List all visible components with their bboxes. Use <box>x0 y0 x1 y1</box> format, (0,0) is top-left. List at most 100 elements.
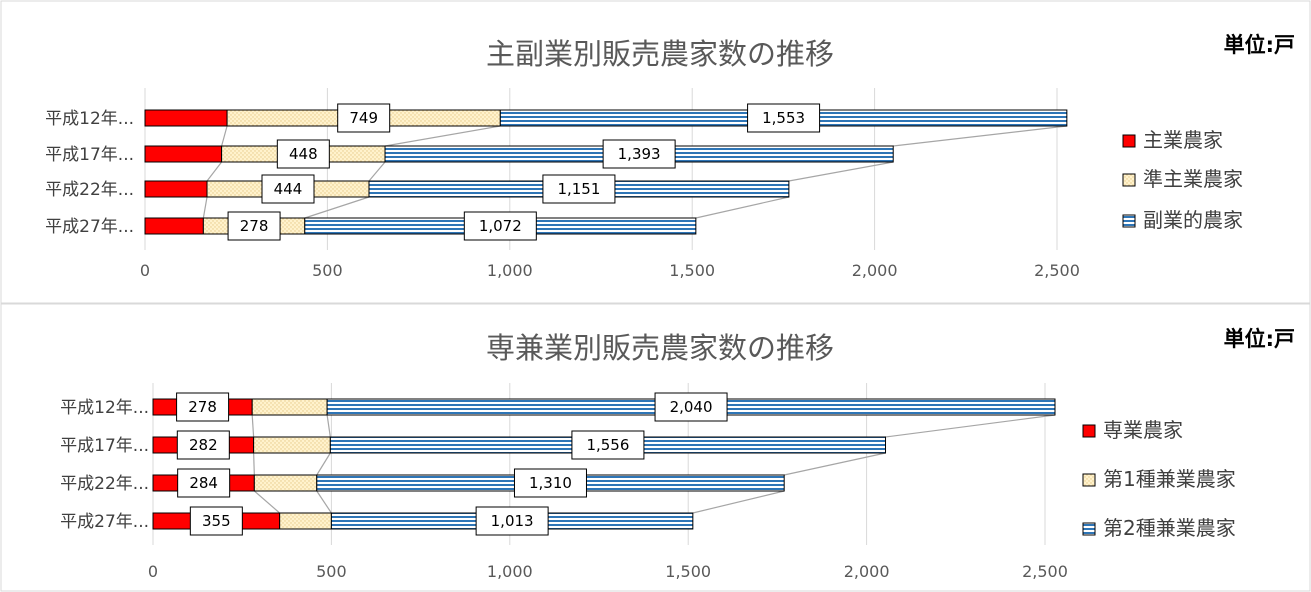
legend-label: 専業農家 <box>1103 418 1183 442</box>
data-label-text: 278 <box>188 398 217 416</box>
data-label-text: 355 <box>202 512 231 530</box>
x-tick-label: 1,000 <box>487 562 533 581</box>
bar-segment <box>144 109 228 127</box>
series-line <box>885 414 1056 438</box>
series-line <box>206 161 223 182</box>
data-label-text: 1,556 <box>586 436 629 454</box>
data-label-text: 278 <box>240 217 269 235</box>
legend-item: 副業的農家 <box>1122 208 1243 232</box>
category-label: 平成12年... <box>60 398 149 418</box>
x-tick-label: 500 <box>312 261 343 280</box>
x-tick-label: 2,000 <box>852 261 898 280</box>
data-label: 1,310 <box>513 468 587 498</box>
chart-panel-main-sub: 主副業別販売農家数の推移 単位:戸 平成12年... 平成17年... 平成22年.… <box>0 0 1311 304</box>
data-label: 1,393 <box>602 139 676 169</box>
x-tick-label: 2,000 <box>844 562 890 581</box>
data-label-box <box>337 103 391 133</box>
data-label: 2,040 <box>654 392 728 422</box>
data-label-text: 282 <box>189 436 218 454</box>
legend-swatch <box>1082 424 1096 438</box>
data-label-box <box>261 174 315 204</box>
series-line <box>316 452 331 476</box>
data-label-box <box>276 139 330 169</box>
data-label: 444 <box>261 174 315 204</box>
data-label-box <box>227 211 281 241</box>
x-tick-label: 0 <box>148 562 158 581</box>
data-label: 1,072 <box>463 211 537 241</box>
data-label-text: 284 <box>189 474 218 492</box>
data-label: 1,553 <box>747 103 821 133</box>
series-line <box>384 125 501 147</box>
bar-segment <box>251 398 328 416</box>
data-label-box <box>463 211 537 241</box>
bar-segment <box>144 145 223 163</box>
x-tick-label: 0 <box>140 261 150 280</box>
category-label: 平成27年... <box>60 512 149 532</box>
data-label-box <box>654 392 728 422</box>
data-label-text: 1,393 <box>618 145 661 163</box>
legend-item: 準主業農家 <box>1122 167 1243 191</box>
legend-label: 第2種兼業農家 <box>1103 516 1236 540</box>
series-line <box>316 490 332 514</box>
series-line <box>784 452 886 476</box>
x-tick-label: 1,500 <box>665 562 711 581</box>
legend-item: 第2種兼業農家 <box>1082 516 1236 540</box>
series-line <box>304 196 370 219</box>
unit-label: 単位:戸 <box>1224 327 1295 351</box>
legend-label: 準主業農家 <box>1143 167 1243 191</box>
legend-item: 第1種兼業農家 <box>1082 467 1236 491</box>
bar-segment <box>144 180 208 198</box>
data-label: 749 <box>337 103 391 133</box>
series-line <box>788 161 894 182</box>
data-label: 282 <box>176 430 230 460</box>
category-label: 平成22年... <box>60 474 149 494</box>
legend-swatch <box>1082 473 1096 487</box>
legend-swatch <box>1122 134 1136 148</box>
data-label: 284 <box>177 468 231 498</box>
data-label-text: 1,310 <box>529 474 572 492</box>
series-line <box>253 490 281 514</box>
data-label: 278 <box>227 211 281 241</box>
bar-segment <box>144 217 204 235</box>
category-label: 平成17年... <box>60 436 149 456</box>
x-tick-label: 500 <box>316 562 347 581</box>
data-label-box <box>475 506 549 536</box>
data-label-box <box>176 430 230 460</box>
x-tick-label: 1,000 <box>487 261 533 280</box>
data-label-text: 1,151 <box>557 180 600 198</box>
legend-swatch <box>1082 522 1096 536</box>
data-label: 355 <box>189 506 243 536</box>
series-line <box>893 125 1067 147</box>
legend-swatch <box>1122 173 1136 187</box>
data-label-box <box>513 468 587 498</box>
data-label-text: 1,013 <box>491 512 534 530</box>
series-line <box>253 452 255 476</box>
data-label-text: 1,072 <box>479 217 522 235</box>
data-label: 448 <box>276 139 330 169</box>
data-label-text: 2,040 <box>670 398 713 416</box>
bar-segment <box>279 512 332 530</box>
legend-swatch <box>1122 214 1136 228</box>
category-label: 平成22年... <box>45 180 134 200</box>
unit-label: 単位:戸 <box>1224 33 1295 57</box>
x-tick-label: 2,500 <box>1022 562 1068 581</box>
data-label-box <box>189 506 243 536</box>
chart-title: 主副業別販売農家数の推移 <box>486 37 834 71</box>
series-line <box>326 414 331 438</box>
bar-segment <box>253 436 331 454</box>
data-label-box <box>571 430 645 460</box>
chart-panel-full-part: 専兼業別販売農家数の推移 単位:戸 平成12年... 平成17年... 平成22年.… <box>0 303 1311 592</box>
series-line <box>202 196 208 219</box>
data-label-box <box>602 139 676 169</box>
data-label-text: 444 <box>274 180 303 198</box>
series-line <box>695 196 790 219</box>
series-line <box>368 161 386 182</box>
data-label-text: 1,553 <box>762 109 805 127</box>
series-line <box>251 414 255 438</box>
bar-segment <box>253 474 318 492</box>
x-tick-label: 2,500 <box>1034 261 1080 280</box>
x-tick-label: 1,500 <box>669 261 715 280</box>
data-label: 1,151 <box>542 174 616 204</box>
data-label-box <box>747 103 821 133</box>
